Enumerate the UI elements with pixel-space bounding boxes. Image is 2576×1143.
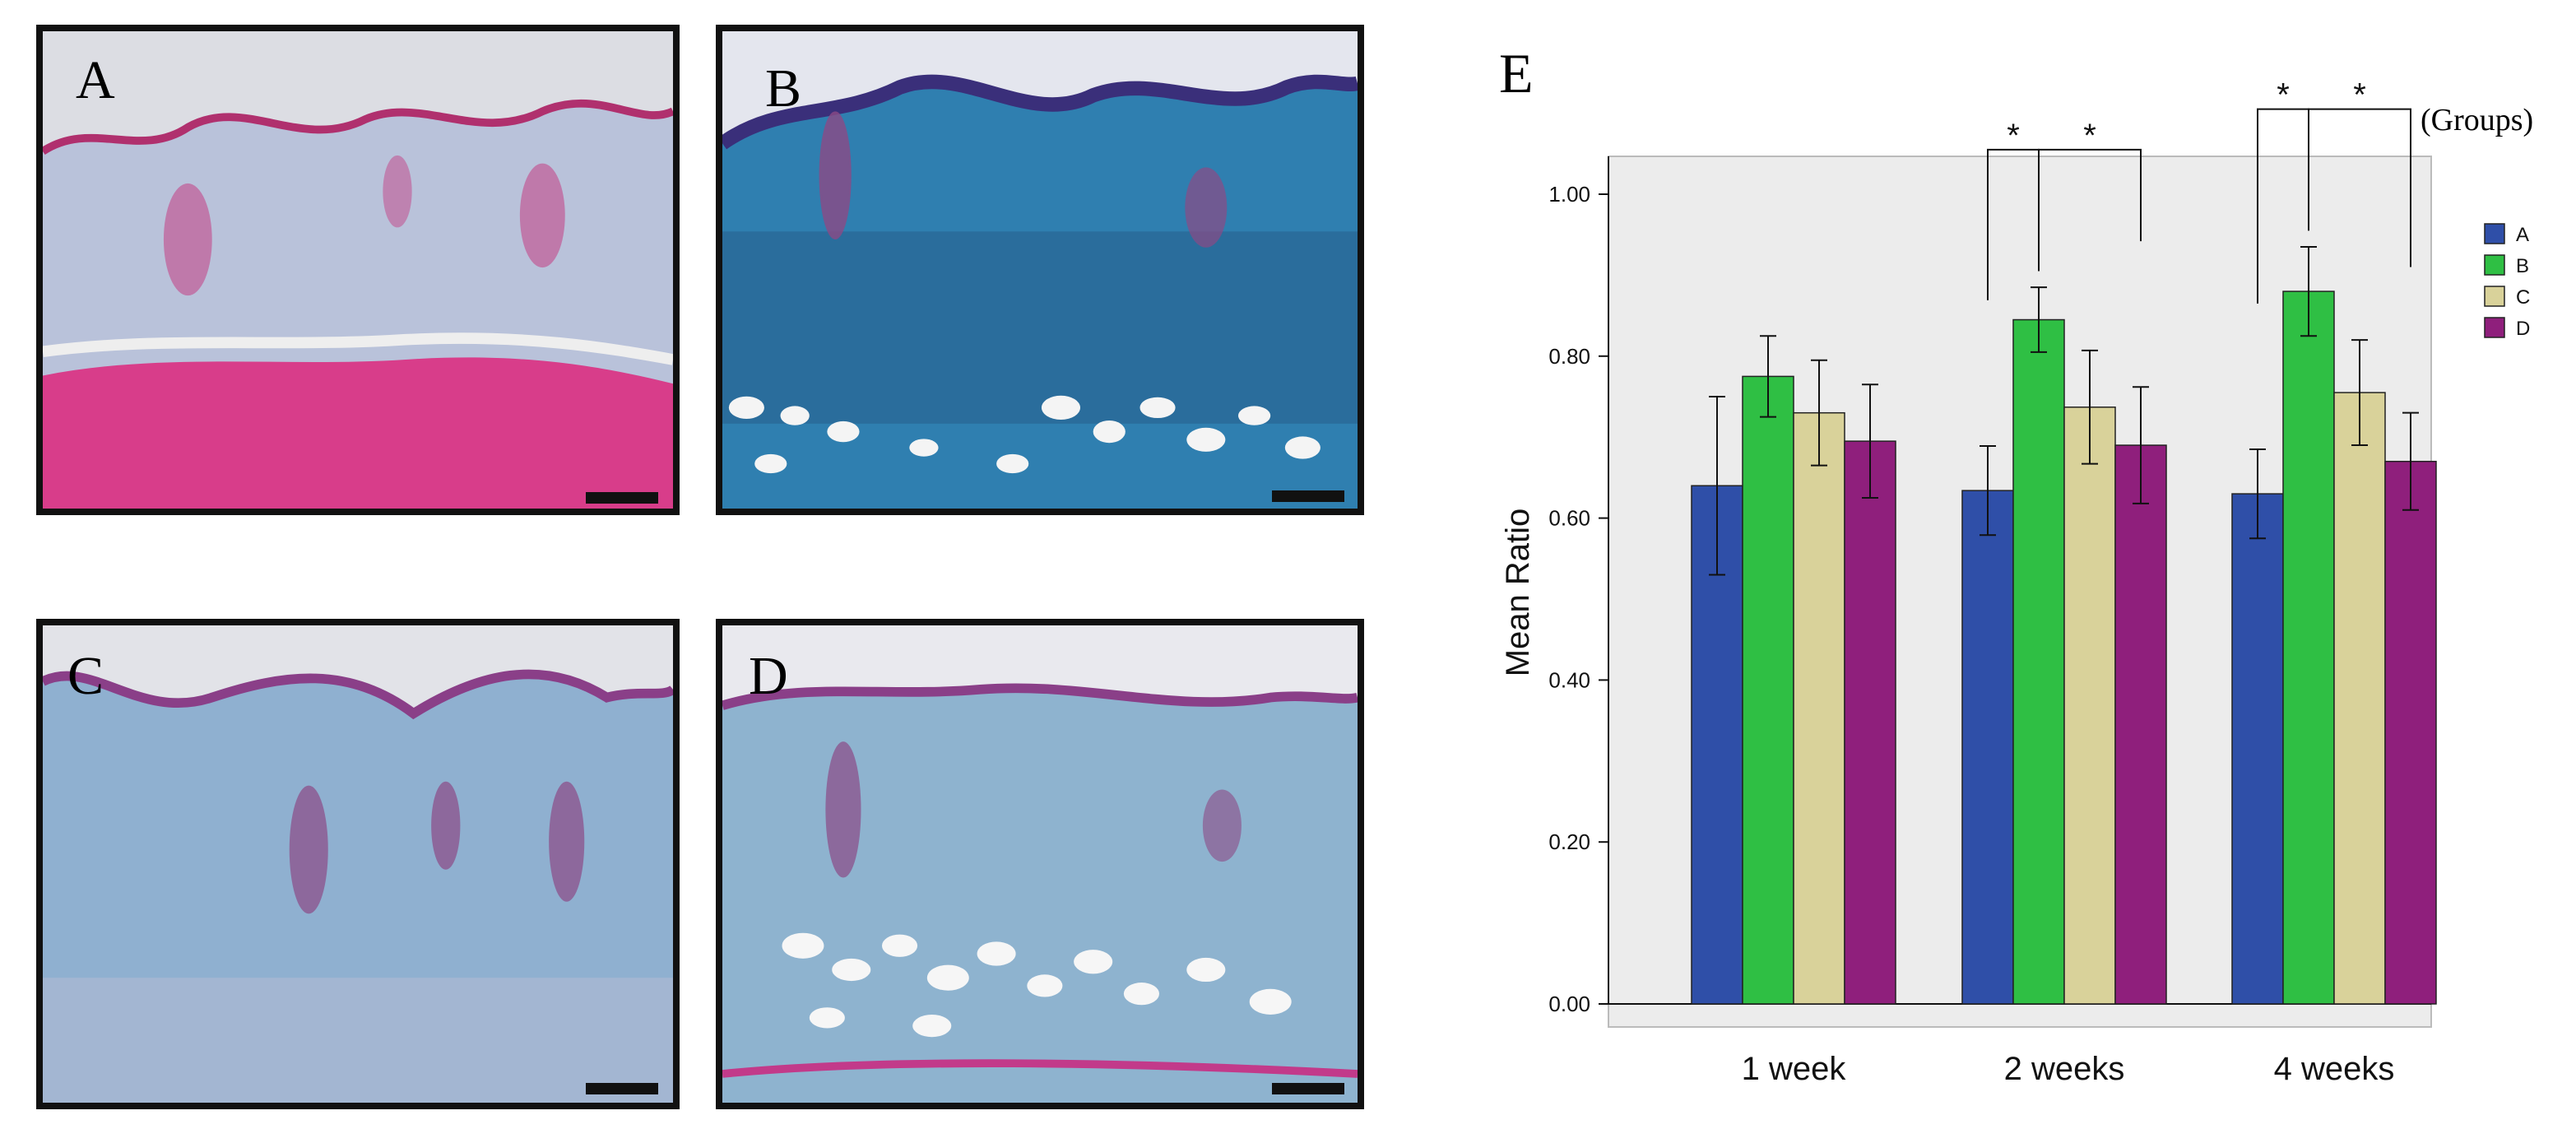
scale-bar-b	[1272, 490, 1344, 502]
bar-b	[2012, 318, 2065, 1005]
bar-b	[2282, 290, 2335, 1005]
y-tick-label: 1.00	[1548, 182, 1590, 207]
y-tick-label: 0.20	[1548, 829, 1590, 854]
bar-a	[2231, 493, 2284, 1005]
significance-star: *	[2353, 77, 2366, 114]
y-axis-label: Mean Ratio	[1500, 509, 1536, 677]
legend-label-d: D	[2516, 318, 2530, 340]
y-tick-label: 0.00	[1548, 992, 1590, 1016]
scale-bar-d	[1272, 1083, 1344, 1094]
legend-label-c: C	[2516, 286, 2530, 309]
bar-a	[1961, 490, 2014, 1005]
significance-star: *	[2007, 118, 2020, 154]
x-tick-label: 1 week	[1742, 1051, 1847, 1087]
chart-panel-label: E	[1499, 42, 1534, 105]
bar-c	[2063, 407, 2116, 1005]
legend-swatch-c	[2484, 286, 2505, 307]
x-tick-label: 4 weeks	[2274, 1051, 2395, 1087]
scale-bar-a	[586, 492, 658, 504]
bar-c	[1793, 411, 1845, 1005]
micrograph-panel-d: D	[716, 619, 1364, 1109]
micrograph-c-image	[43, 625, 673, 1103]
panel-label-b: B	[765, 58, 802, 118]
micrograph-a-image	[43, 31, 673, 509]
micrograph-panel-c: C	[36, 619, 680, 1109]
bar-d	[1844, 440, 1896, 1005]
y-tick-label: 0.80	[1548, 344, 1590, 369]
legend-label-b: B	[2516, 255, 2529, 277]
panel-label-a: A	[76, 50, 115, 110]
significance-bracket	[2308, 108, 2411, 267]
x-tick-label: 2 weeks	[2004, 1051, 2125, 1087]
micrograph-d-image	[722, 625, 1358, 1103]
micrograph-panel-a: A	[36, 25, 680, 515]
y-tick-label: 0.60	[1548, 506, 1590, 531]
micrograph-panel-b: B	[716, 25, 1364, 515]
significance-brackets: * * * *	[1987, 77, 2411, 304]
bar-c	[2333, 392, 2386, 1005]
legend-swatch-a	[2484, 223, 2505, 244]
legend-title: (Groups)	[2421, 103, 2533, 137]
legend-label-a: A	[2516, 224, 2529, 246]
scale-bar-c	[586, 1083, 658, 1094]
bar-chart: E (Groups) 0.00 0.20 0.40 0.60 0.80 1.00 Mean…	[1499, 42, 2533, 1087]
bar-d	[2114, 444, 2167, 1005]
bars	[1691, 245, 2437, 1005]
legend-swatch-b	[2484, 254, 2505, 276]
legend-swatch-d	[2484, 317, 2505, 338]
bar-b	[1742, 375, 1794, 1005]
panel-label-d: D	[749, 646, 788, 706]
micrograph-b-image	[722, 31, 1358, 509]
significance-star: *	[2277, 77, 2290, 114]
significance-bracket	[2038, 148, 2142, 272]
x-axis: 1 week 2 weeks 4 weeks	[1742, 1051, 2395, 1087]
y-tick-label: 0.40	[1548, 667, 1590, 692]
significance-star: *	[2083, 118, 2096, 154]
panel-label-c: C	[67, 646, 104, 706]
bar-chart-panel: E (Groups) 0.00 0.20 0.40 0.60 0.80 1.00 Mean…	[1464, 16, 2576, 1139]
bar-d	[2384, 460, 2437, 1005]
